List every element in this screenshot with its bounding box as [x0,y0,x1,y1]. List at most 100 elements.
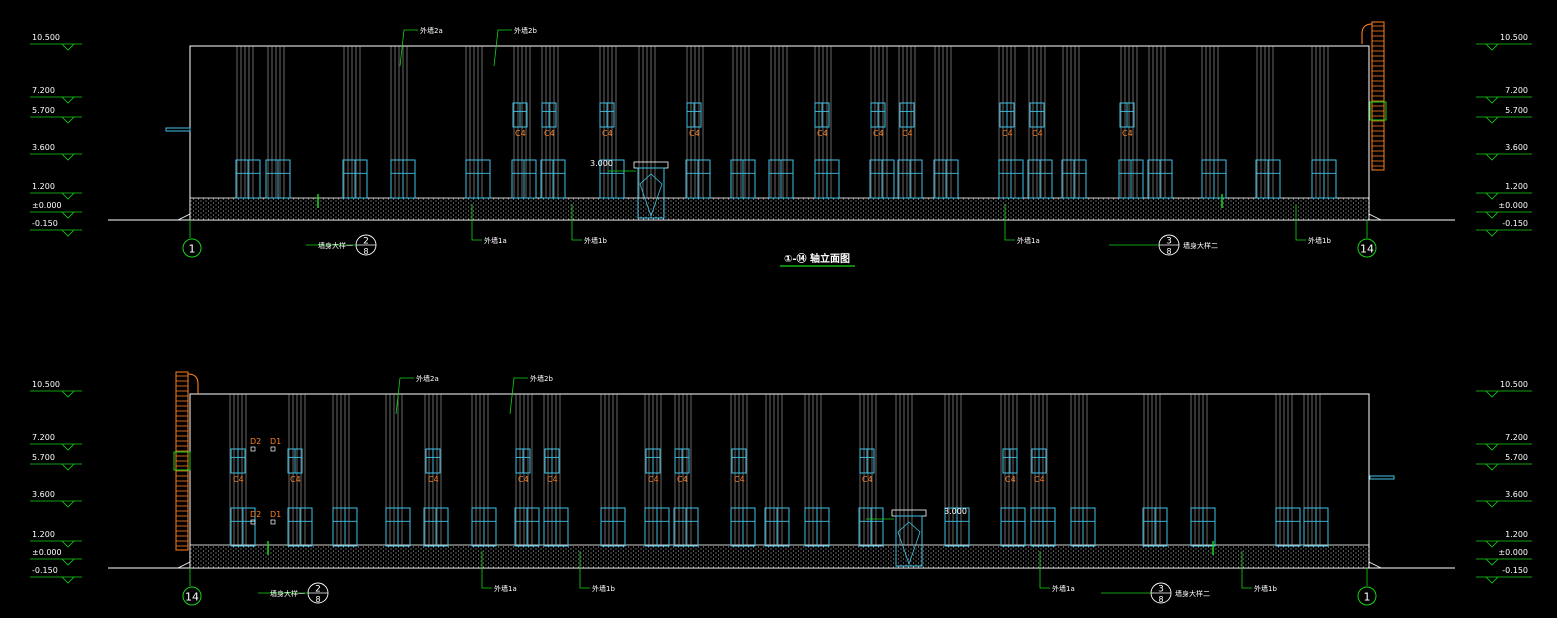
callout-leader [399,29,418,67]
grid-axis-bubble [1357,238,1377,258]
level-value: 1.200 [1505,530,1528,539]
callout-label: 外墙2a [420,26,443,35]
callout-leader [571,204,582,241]
window-tag: C4 [428,475,439,484]
level-triangle [1485,116,1499,124]
door-level-value: 3.000 [944,507,967,516]
level-triangle [61,463,75,471]
callout-label: 外墙1b [592,584,615,593]
small-tag: D1 [270,437,281,446]
ladder-hoop [187,373,199,394]
level-value: ±0.000 [1498,548,1528,557]
detail-ref-sheet: 8 [315,595,320,604]
window-tag: C4 [902,129,913,138]
detail-ref-sheet: 8 [1158,595,1163,604]
window-tag: C4 [1032,129,1043,138]
window-tag: C4 [547,475,558,484]
ladder-landing [173,451,191,471]
level-value: -0.150 [1502,219,1528,228]
window-tag: C4 [290,475,301,484]
detail-ref-number: 3 [1166,237,1172,247]
detail-ref-label: 墙身大样二 [1175,589,1210,598]
plinth-slope [177,561,191,569]
ladder-landing [1369,101,1387,121]
detail-ref-sheet: 8 [1166,247,1171,256]
door-level-value: 3.000 [590,159,613,168]
callout-leader [1295,204,1306,241]
level-value: 3.600 [32,143,55,152]
level-value: 1.200 [1505,182,1528,191]
grid-axis-label: 1 [1364,591,1371,604]
detail-ref-number: 3 [1158,585,1164,595]
plinth-slope [1368,561,1382,569]
window-tag: C4 [677,475,688,484]
grid-axis-bubble [182,586,202,606]
entrance-door [637,167,665,219]
level-value: 1.200 [32,530,55,539]
window-tag: C4 [862,475,873,484]
callout-leader [471,204,482,241]
upper-elevation: C4 C4 C4 C4 C4 C4 C4 C4 C4 C4 3.000 10.500 7.200 5.70… [30,21,1532,258]
level-value: 5.700 [32,106,55,115]
callout-leader [509,377,528,415]
small-tag-box [250,519,256,525]
small-tag: D2 [250,510,261,519]
level-triangle [1485,96,1499,104]
window-tag: C4 [689,129,700,138]
window-tag: C4 [817,129,828,138]
level-value: 3.600 [1505,143,1528,152]
callout-leader [1039,551,1050,589]
level-value: 5.700 [1505,106,1528,115]
level-triangle [61,192,75,200]
plinth-hatch [189,197,1370,221]
window-tag: C4 [648,475,659,484]
level-value: -0.150 [1502,566,1528,575]
grid-axis-label: 14 [1360,243,1374,256]
detail-ref-number: 2 [363,237,369,247]
window-tag: C4 [1005,475,1016,484]
window-tag: C4 [233,475,244,484]
door-swing [897,521,921,566]
window-tag: C4 [873,129,884,138]
level-triangle [61,116,75,124]
window-tag: C4 [734,475,745,484]
level-triangle [1485,540,1499,548]
level-value: 3.600 [32,490,55,499]
level-value: 7.200 [32,86,55,95]
window-tag: C4 [1034,475,1045,484]
small-tag-box [250,446,256,452]
grid-axis-bubble [1357,586,1377,606]
level-triangle [61,43,75,51]
callout-label: 外墙1a [1052,584,1075,593]
drawing-title: ①-⑭ 轴立面图 [784,252,850,265]
callout-leader [395,377,414,415]
callout-label: 外墙2b [514,26,537,35]
level-value: ±0.000 [1498,201,1528,210]
level-value: ±0.000 [32,548,62,557]
level-triangle [61,500,75,508]
level-triangle [1485,43,1499,51]
callout-label: 外墙1b [1308,236,1331,245]
level-triangle [1485,576,1499,584]
small-tag: D2 [250,437,261,446]
lower-elevation: C4 C4 C4 C4 C4 C4 C4 C4 C4 C4 C4 3.000 10.500 7.200 5.… [30,371,1532,606]
level-triangle [1485,558,1499,566]
callout-label: 外墙1a [1017,236,1040,245]
level-triangle [61,211,75,219]
level-value: ±0.000 [32,201,62,210]
side-canopy [1369,475,1395,480]
level-value: 10.500 [1500,33,1528,42]
ladder-hoop [1361,23,1373,44]
drawing-title-group: ①-⑭ 轴立面图 [780,252,855,267]
level-triangle [1485,500,1499,508]
small-tag-box [270,446,276,452]
detail-ref-sheet: 8 [363,247,368,256]
level-value: 7.200 [32,433,55,442]
level-value: 7.200 [1505,86,1528,95]
detail-ref-label: 墙身大样一 [318,241,353,250]
level-value: -0.150 [32,566,58,575]
detail-ref-number: 2 [315,585,321,595]
level-value: 5.700 [1505,453,1528,462]
small-tag: D1 [270,510,281,519]
